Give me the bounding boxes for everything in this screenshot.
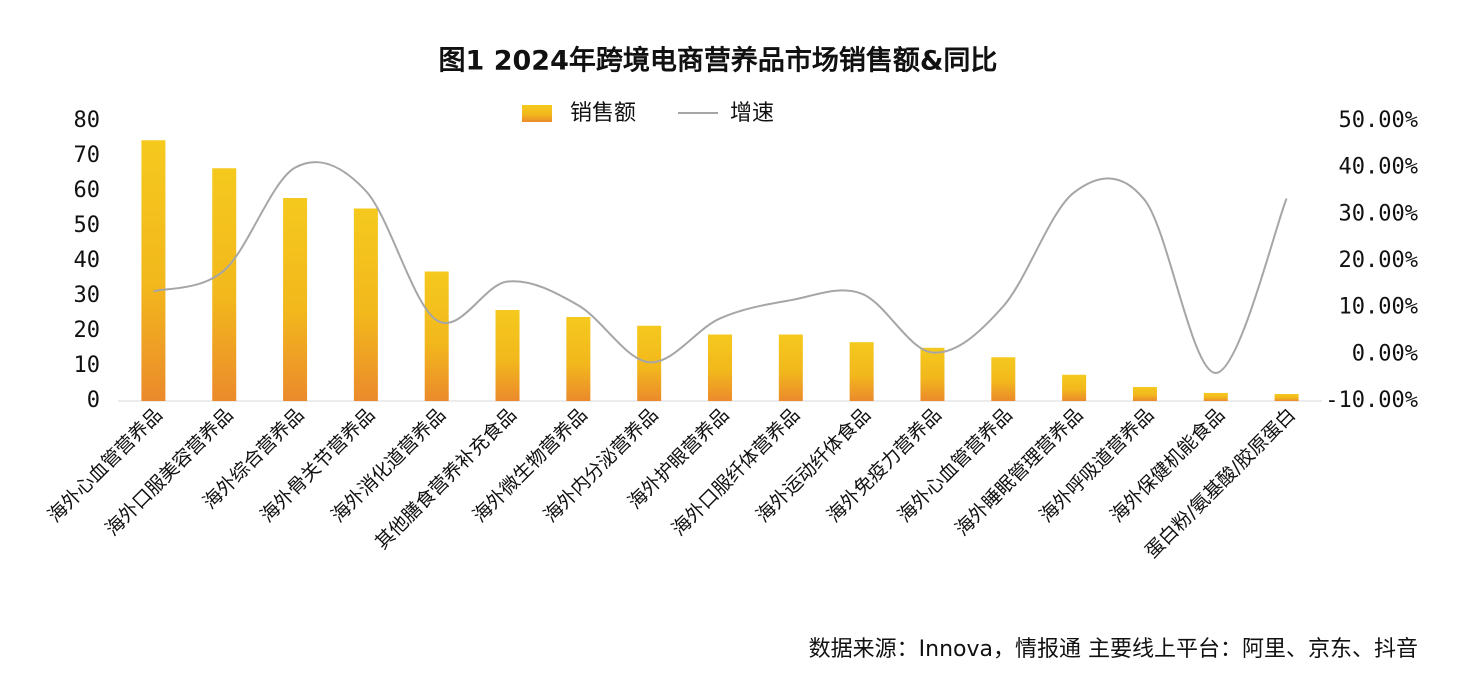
bar: [1274, 394, 1299, 401]
y-tick-label: 40: [74, 248, 101, 273]
bar: [1062, 374, 1087, 401]
bar: [283, 198, 308, 401]
y2-tick-label: 0.00%: [1352, 341, 1418, 366]
bar: [424, 271, 449, 401]
legend-swatch: [522, 105, 552, 122]
y-tick-label: 50: [74, 213, 101, 238]
bar: [141, 140, 166, 401]
y2-tick-label: 30.00%: [1339, 201, 1418, 226]
y-tick-label: 70: [74, 143, 101, 168]
y2-tick-label: 50.00%: [1339, 108, 1418, 133]
y2-tick-label: 20.00%: [1339, 248, 1418, 273]
line: [153, 161, 1288, 375]
bar: [495, 310, 520, 401]
x-tick-label: 其他膳食营养补充食品: [371, 404, 521, 554]
y-tick-label: 30: [74, 283, 101, 308]
y-tick-label: 80: [74, 108, 101, 133]
bar: [708, 334, 732, 401]
bar: [566, 317, 591, 401]
y2-tick-label: 40.00%: [1339, 155, 1418, 180]
bar: [1203, 392, 1228, 401]
bar: [637, 325, 662, 401]
bar: [991, 357, 1016, 401]
bar: [353, 208, 378, 401]
y-tick-label: 0: [87, 388, 100, 413]
y-tick-label: 20: [74, 318, 101, 343]
y2-tick-label: 10.00%: [1339, 295, 1418, 320]
chart-title: 图1 2024年跨境电商营养品市场销售额&同比: [439, 45, 998, 77]
x-tick-label: 海外睡眠管理营养品: [951, 404, 1087, 540]
bar: [1132, 387, 1157, 401]
y-tick-label: 10: [74, 353, 101, 378]
bar: [849, 342, 874, 401]
bar: [920, 347, 945, 401]
bar: [212, 168, 237, 401]
source: 数据来源：Innova，情报通 主要线上平台：阿里、京东、抖音: [809, 637, 1418, 662]
x-tick-label: 海外口服纤体营养品: [668, 404, 804, 540]
legend-label: 销售额: [570, 101, 636, 126]
x-tick-label: 海外口服美容营养品: [101, 404, 237, 540]
y2-tick-label: -10.00%: [1325, 388, 1418, 413]
bar: [778, 334, 803, 401]
y-tick-label: 60: [74, 178, 101, 203]
legend-label: 增速: [730, 101, 774, 126]
